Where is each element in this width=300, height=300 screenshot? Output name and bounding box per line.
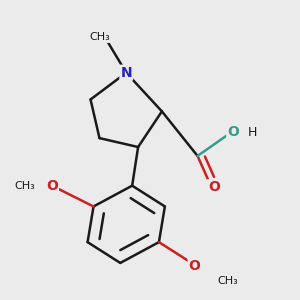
Text: CH₃: CH₃ <box>89 32 110 42</box>
Text: O: O <box>208 180 220 194</box>
Text: CH₃: CH₃ <box>217 276 238 286</box>
Text: N: N <box>120 66 132 80</box>
Text: O: O <box>46 179 58 193</box>
Text: CH₃: CH₃ <box>15 181 35 191</box>
Text: O: O <box>189 259 200 273</box>
Text: O: O <box>227 125 239 139</box>
Text: H: H <box>248 126 257 139</box>
